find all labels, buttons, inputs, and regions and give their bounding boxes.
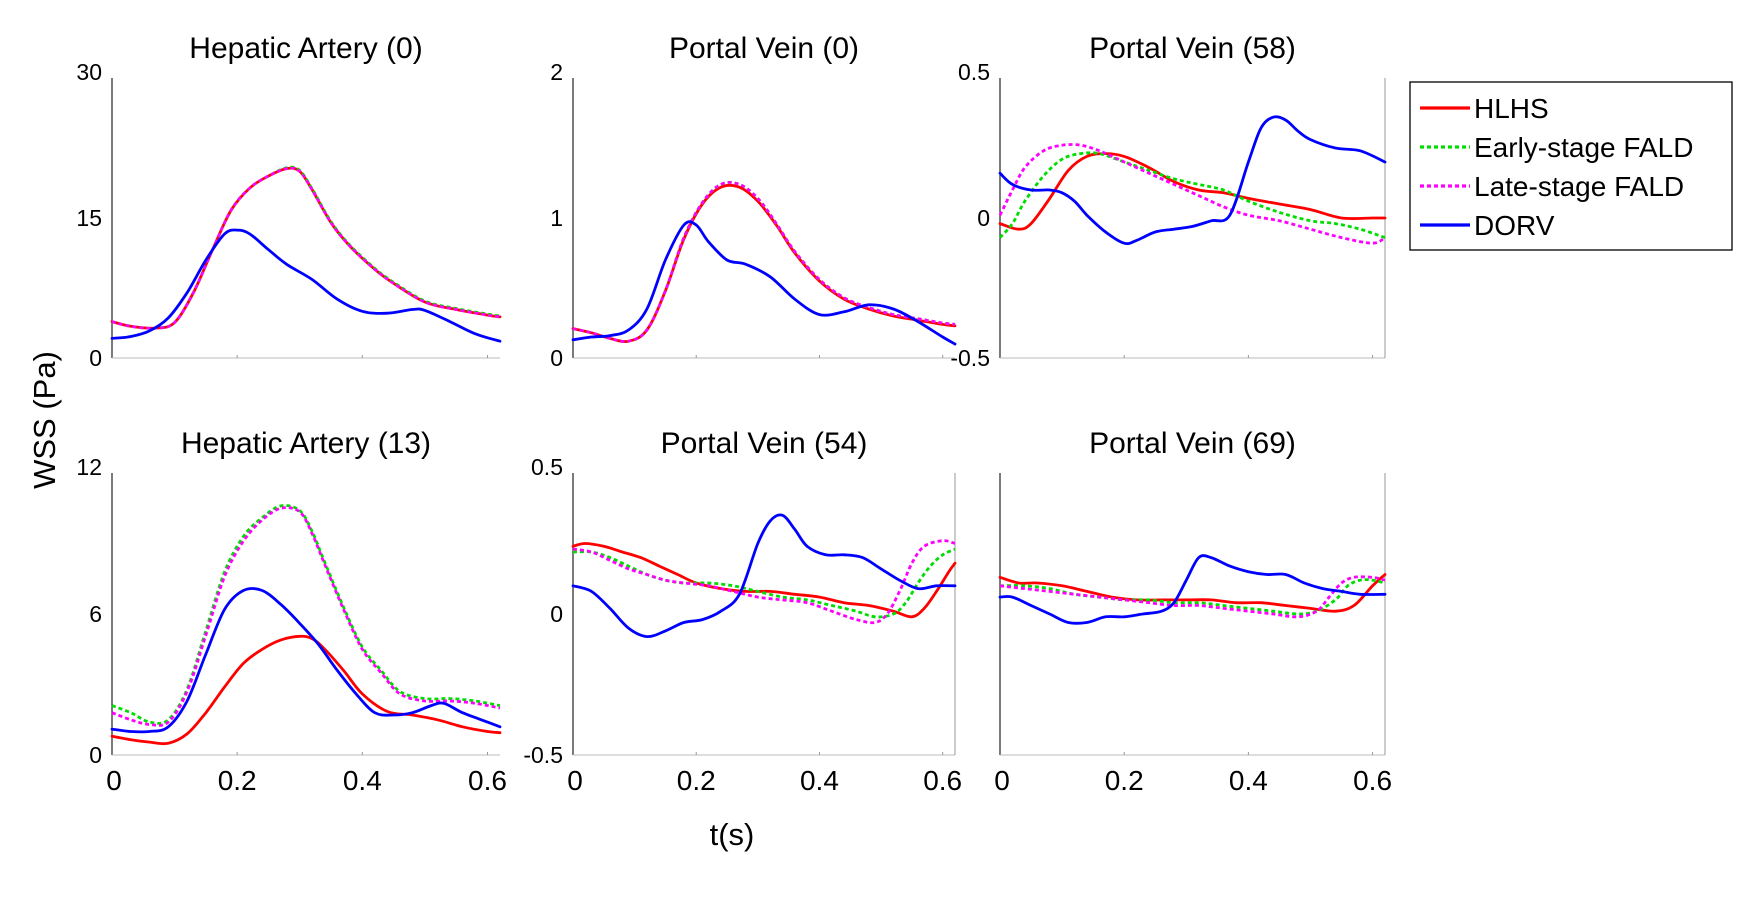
panel-title: Portal Vein (0) [669, 32, 859, 65]
legend-label-dorv: DORV [1474, 210, 1555, 241]
series-line-late-stage-fald [111, 166, 501, 330]
panel-title: Portal Vein (54) [661, 427, 868, 460]
series-line-early-stage-fald [998, 151, 1386, 239]
series-line-late-stage-fald [111, 506, 501, 727]
panel-hepatic-artery-0: Hepatic Artery (0) 0 15 30 [76, 32, 502, 371]
axes [572, 78, 955, 359]
y-tick-label: 0 [977, 205, 990, 231]
legend: HLHS Early-stage FALD Late-stage FALD DORV [1409, 81, 1733, 251]
y-tick-label: 0 [550, 345, 563, 371]
series-line-hlhs [998, 573, 1387, 613]
y-tick-label: 0.5 [531, 454, 563, 480]
axes [111, 473, 500, 756]
x-tick-label: 0.6 [1353, 765, 1392, 796]
panel-portal-vein-54: Portal Vein (54)-0.500.50 0.2 0.4 0.6 [523, 427, 962, 796]
axes [999, 78, 1386, 359]
y-tick-label: 0 [89, 345, 102, 371]
panel-title: Hepatic Artery (0) [189, 32, 422, 65]
series-line-late-stage-fald [572, 181, 956, 343]
legend-box [1409, 81, 1733, 251]
series-line-late-stage-fald [999, 575, 1386, 619]
panel-title: Portal Vein (69) [1089, 427, 1296, 460]
series-line-hlhs [110, 166, 502, 330]
x-tick-label: 0.4 [343, 765, 382, 796]
x-axis-label: t(s) [710, 817, 755, 852]
y-tick-label: 1 [550, 205, 563, 231]
series-line-dorv [110, 228, 502, 343]
y-tick-label: 15 [76, 205, 102, 231]
series-line-early-stage-fald [111, 504, 501, 725]
panel-portal-vein-58: Portal Vein (58) -0.5 0 0.5 [950, 32, 1387, 371]
series-line-dorv [998, 554, 1387, 625]
legend-entries: HLHS Early-stage FALD Late-stage FALD DORV [1420, 93, 1693, 241]
y-tick-label: -0.5 [523, 742, 563, 768]
x-tick-label: 0.6 [923, 765, 962, 796]
x-tick-label: 0 [994, 765, 1010, 796]
y-tick-label: 6 [89, 601, 102, 627]
x-tick-label: 0.2 [677, 765, 716, 796]
axes [999, 473, 1386, 756]
series-line-hlhs [110, 634, 502, 746]
legend-label-early-stage-fald: Early-stage FALD [1474, 132, 1693, 163]
x-tick-label: 0 [567, 765, 583, 796]
axes [111, 78, 500, 359]
y-axis-label: WSS (Pa) [27, 351, 62, 489]
legend-label-late-stage-fald: Late-stage FALD [1474, 171, 1684, 202]
panel-portal-vein-69: Portal Vein (69) 0 0.2 0.4 0.6 [994, 427, 1392, 796]
series-line-early-stage-fald [999, 578, 1386, 616]
series-line-dorv [571, 513, 957, 639]
y-tick-label: 0 [89, 742, 102, 768]
series-line-dorv [571, 220, 957, 346]
panel-portal-vein-0: Portal Vein (0) 0 1 2 [550, 32, 957, 371]
axes [572, 473, 956, 756]
series-line-hlhs [571, 183, 957, 343]
y-tick-label: 0.5 [958, 59, 990, 85]
series-line-dorv [110, 587, 502, 734]
series-line-hlhs [571, 542, 957, 619]
x-tick-label: 0.4 [1229, 765, 1268, 796]
series-line-late-stage-fald [998, 143, 1386, 245]
x-tick-label: 0.4 [800, 765, 839, 796]
series-line-early-stage-fald [111, 165, 501, 330]
y-tick-label: 30 [76, 59, 102, 85]
x-tick-label: 0 [106, 765, 122, 796]
legend-label-hlhs: HLHS [1474, 93, 1549, 124]
panel-title: Hepatic Artery (13) [181, 427, 431, 460]
series-line-dorv [998, 115, 1387, 246]
x-tick-label: 0.2 [1105, 765, 1144, 796]
series-line-early-stage-fald [572, 547, 956, 619]
x-tick-label: 0.2 [218, 765, 257, 796]
y-tick-label: 0 [550, 601, 563, 627]
panel-title: Portal Vein (58) [1089, 32, 1296, 65]
y-tick-label: 12 [76, 454, 102, 480]
x-tick-label: 0.6 [468, 765, 507, 796]
y-tick-label: 2 [550, 59, 563, 85]
panel-hepatic-artery-13: Hepatic Artery (13) 0 6 12 0 0.2 0.4 0.6 [76, 427, 507, 796]
series-line-late-stage-fald [572, 539, 956, 625]
y-tick-label: -0.5 [950, 345, 990, 371]
